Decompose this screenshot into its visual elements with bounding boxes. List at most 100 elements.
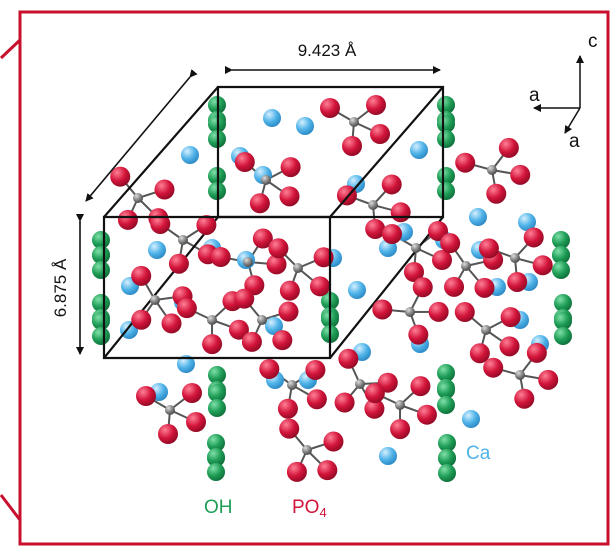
phosphorus-atom (515, 370, 525, 380)
phosphate-oxygen-atom (242, 332, 262, 352)
phosphate-oxygen-atom (211, 247, 231, 267)
hydroxyl-atom (437, 396, 455, 414)
phosphate-oxygen-atom (131, 266, 151, 286)
phosphate-oxygen-atom (382, 174, 402, 194)
hydroxyl-atom (92, 261, 110, 279)
hydroxyl-atom (437, 182, 455, 200)
atoms-front-layer (131, 214, 558, 482)
phosphate-oxygen-atom (538, 370, 558, 390)
calcium-atom (469, 208, 487, 226)
phosphorus-atom (165, 405, 175, 415)
phosphate-oxygen-atom (338, 349, 358, 369)
phosphate-oxygen-atom (154, 180, 174, 200)
phosphorus-atom (178, 235, 188, 245)
phosphorus-atom (261, 175, 271, 185)
phosphate-oxygen-atom (417, 405, 437, 425)
unit-cell-edge (104, 217, 218, 358)
phosphorus-atom (355, 379, 365, 389)
phosphate-oxygen-atom (429, 302, 449, 322)
atoms-back-layer (92, 95, 572, 482)
hydroxyl-atom (438, 464, 456, 482)
phosphate-oxygen-atom (499, 138, 519, 158)
phosphorus-atom (287, 380, 297, 390)
phosphate-oxygen-atom (510, 165, 530, 185)
phosphate-oxygen-atom (366, 95, 386, 115)
phosphate-oxygen-atom (305, 360, 325, 380)
phosphate-oxygen-atom (440, 233, 460, 253)
dimension-diagonal-arrow (86, 77, 190, 201)
axis-a2-label: a (569, 131, 580, 152)
calcium-atom (181, 146, 199, 164)
phosphate-oxygen-atom (514, 389, 534, 409)
phosphate-oxygen-atom (169, 254, 189, 274)
crystal-axes-icon (534, 56, 580, 133)
phosphate-oxygen-atom (320, 98, 340, 118)
hydroxyl-atom (437, 130, 455, 148)
phosphate-oxygen-atom (501, 307, 521, 327)
phosphate-oxygen-atom (507, 272, 527, 292)
phosphate-oxygen-atom (186, 412, 206, 432)
phosphorus-atom (395, 400, 405, 410)
phosphate-oxygen-atom (474, 278, 494, 298)
phosphorus-atom (150, 295, 160, 305)
phosphorus-atom (411, 243, 421, 253)
phosphate-oxygen-atom (533, 255, 553, 275)
phosphorus-atom (257, 315, 267, 325)
phosphate-oxygen-atom (323, 432, 343, 452)
phosphorus-atom (368, 200, 378, 210)
phosphate-oxygen-atom (280, 186, 300, 206)
hydroxyl-atom (552, 261, 570, 279)
phosphate-oxygen-atom (410, 376, 430, 396)
hydroxyl-atom (554, 327, 572, 345)
phosphorus-atom (133, 193, 143, 203)
phosphate-oxygen-atom (524, 227, 544, 247)
phosphate-oxygen-atom (444, 277, 464, 297)
phosphorus-atom (487, 165, 497, 175)
phosphate-oxygen-atom (455, 153, 475, 173)
axis-a1-label: a (529, 85, 540, 106)
phosphate-oxygen-atom (335, 393, 355, 413)
phosphate-oxygen-atom (272, 330, 292, 350)
calcium-atom (348, 281, 366, 299)
phosphate-oxygen-atom (310, 276, 330, 296)
phosphate-oxygen-atom (162, 313, 182, 333)
phosphate-oxygen-atom (342, 136, 362, 156)
phosphate-oxygen-atom (131, 310, 151, 330)
phosphate-oxygen-atom (390, 419, 410, 439)
phosphate-oxygen-atom (455, 302, 475, 322)
calcium-atom (296, 117, 314, 135)
phosphate-oxygen-atom (365, 383, 385, 403)
phosphate-oxygen-atom (382, 224, 402, 244)
phosphate-oxygen-atom (317, 460, 337, 480)
calcium-atom (263, 109, 281, 127)
frame-callout-top (1, 40, 20, 58)
phosphate-oxygen-atom (259, 359, 279, 379)
phosphate-oxygen-atom (280, 281, 300, 301)
phosphate-oxygen-atom (278, 399, 298, 419)
phosphate-oxygen-atom (158, 424, 178, 444)
calcium-atom (379, 447, 397, 465)
phosphate-oxygen-atom (234, 289, 254, 309)
axis-c-label: c (588, 31, 598, 52)
phosphorus-atom (349, 117, 359, 127)
phosphorus-atom (243, 257, 253, 267)
phosphate-oxygen-atom (307, 389, 327, 409)
phosphate-oxygen-atom (486, 184, 506, 204)
dimension-a-label: 9.423 Å (298, 41, 357, 60)
phosphate-oxygen-atom (483, 358, 503, 378)
phosphate-oxygen-atom (235, 152, 255, 172)
legend-ca-label: Ca (466, 443, 491, 464)
phosphate-oxygen-atom (177, 298, 197, 318)
phosphate-oxygen-atom (479, 238, 499, 258)
legend-po4-label: PO4 (292, 497, 327, 520)
calcium-atom (148, 241, 166, 259)
phosphate-oxygen-atom (408, 325, 428, 345)
phosphate-oxygen-atom (250, 193, 270, 213)
phosphate-oxygen-atom (136, 386, 156, 406)
hydroxyl-atom (208, 399, 226, 417)
phosphorus-atom (293, 263, 303, 273)
phosphorus-atom (481, 325, 491, 335)
hydroxyl-atom (207, 463, 225, 481)
